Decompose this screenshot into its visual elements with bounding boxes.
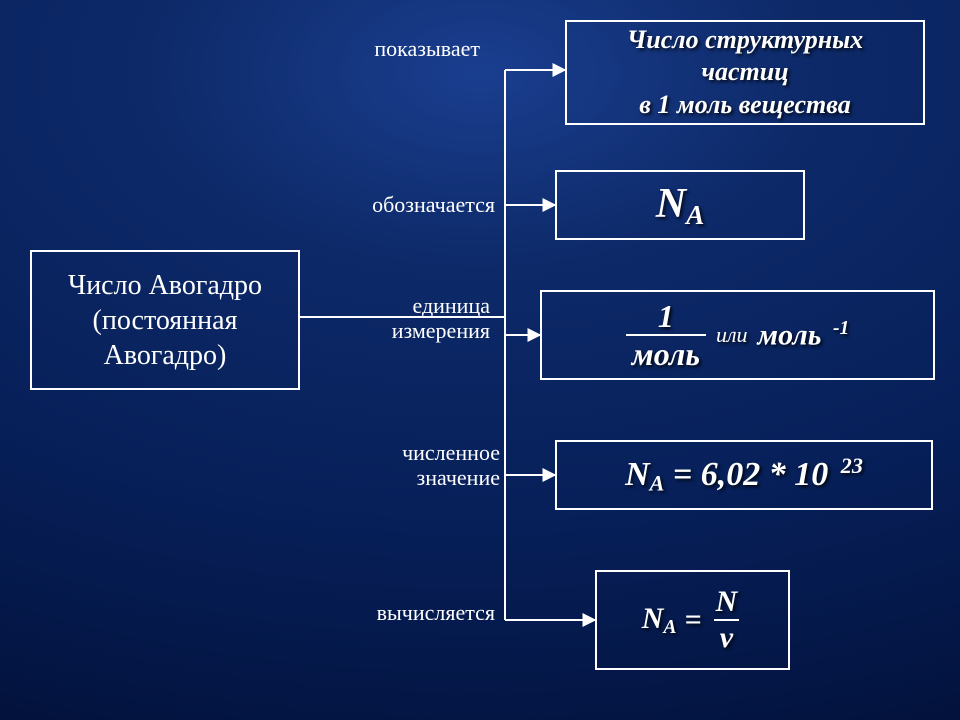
formula-fraction: N ν [710,587,744,653]
main-line-1: Число Авогадро [68,270,262,301]
unit-fraction: 1 моль [626,300,706,370]
value-expression: NA = 6,02 * 10 23 [625,453,863,497]
value-mantissa: 6,02 [701,456,761,493]
label-formula: вычисляется [320,600,495,626]
box-denote: NA [555,170,805,240]
formula-expression: NA = N ν [642,587,743,653]
unit-alt-base: моль [758,318,822,351]
main-concept-box: Число Авогадро (постоянная Авогадро) [30,250,300,390]
formula-den: ν [714,619,739,653]
formula-eq: = [684,603,701,637]
unit-frac-den: моль [626,334,706,370]
label-denote: обозначается [320,192,495,218]
symbol-na: NA [656,180,705,231]
unit-or: или [716,322,748,348]
box-formula: NA = N ν [595,570,790,670]
label-value-l2: значение [417,465,501,490]
label-unit-l1: единица [412,293,490,318]
symbol-na-base: N [656,181,686,227]
label-shows: показывает [320,36,480,62]
formula-lhs-sub: A [663,616,676,637]
box-unit: 1 моль или моль -1 [540,290,935,380]
shows-l3: в 1 моль вещества [639,90,850,119]
box-shows: Число структурных частиц в 1 моль вещест… [565,20,925,125]
symbol-na-sub: A [686,199,704,229]
label-value: численное значение [320,440,500,491]
label-unit: единица измерения [320,293,490,344]
box-shows-text: Число структурных частиц в 1 моль вещест… [627,24,863,122]
label-unit-l2: измерения [392,318,490,343]
main-line-3: Авогадро) [104,340,227,371]
shows-l2: частиц [701,57,788,86]
value-exp: 23 [841,453,863,478]
label-value-l1: численное [402,440,500,465]
unit-expression: 1 моль или моль -1 [626,300,849,370]
main-concept-text: Число Авогадро (постоянная Авогадро) [68,268,262,373]
box-value: NA = 6,02 * 10 23 [555,440,933,510]
value-eq: = [673,456,692,493]
unit-alt: моль -1 [758,318,850,353]
formula-num: N [710,587,744,619]
value-times: * [769,456,786,493]
value-ten: 10 [794,456,828,493]
value-lhs-sub: A [650,471,665,496]
formula-lhs: NA [642,602,677,639]
value-lhs-base: N [625,456,650,493]
main-line-2: (постоянная [93,305,238,336]
formula-lhs-base: N [642,602,664,635]
unit-frac-num: 1 [652,300,680,334]
unit-alt-exp: -1 [833,318,849,339]
shows-l1: Число структурных [627,25,863,54]
